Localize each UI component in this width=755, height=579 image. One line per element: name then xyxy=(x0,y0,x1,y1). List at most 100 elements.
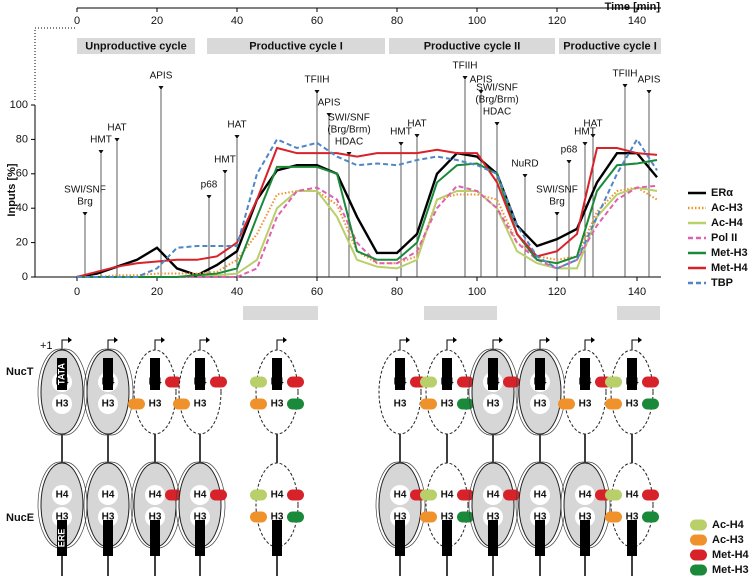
x-axis-label: Time [min] xyxy=(605,1,661,13)
histone-label: H3 xyxy=(534,512,547,523)
annotation-label: APIS xyxy=(318,98,341,109)
tss-head xyxy=(546,337,550,343)
tss-head xyxy=(638,337,642,343)
annotation-tip xyxy=(82,212,88,216)
phase-bar xyxy=(559,38,661,54)
histone-mark xyxy=(605,398,622,410)
histone-label: H3 xyxy=(102,399,115,410)
series-line xyxy=(77,137,658,278)
histone xyxy=(390,394,410,414)
tata-box xyxy=(395,358,405,390)
histone-mark xyxy=(173,398,190,410)
histone-label: H4 xyxy=(487,490,500,501)
annotation-label: SWI/SNF xyxy=(64,185,106,196)
annotation-tip xyxy=(566,160,572,164)
ere-box xyxy=(627,520,637,556)
tata-box xyxy=(627,358,637,390)
histone-label: H3 xyxy=(271,512,284,523)
annotation-tip xyxy=(346,152,352,156)
histone xyxy=(437,394,457,414)
ere-box xyxy=(442,520,452,556)
histone-mark xyxy=(287,511,304,523)
phase-bar xyxy=(389,38,555,54)
histone-mark xyxy=(605,489,622,501)
tss-head xyxy=(283,337,287,343)
annotation-label: HMT xyxy=(90,135,112,146)
annotation-label: (Brg/Brm) xyxy=(327,125,370,136)
top-tick-label: 60 xyxy=(311,15,323,27)
histone-label: H3 xyxy=(579,399,592,410)
phase-label: Productive cycle I xyxy=(249,40,343,52)
annotation-label: HAT xyxy=(583,119,602,130)
histone xyxy=(52,394,72,414)
histone-mark xyxy=(420,489,437,501)
gray-band xyxy=(424,306,497,320)
histone-label: H3 xyxy=(441,399,454,410)
x-tick-label: 60 xyxy=(311,286,323,298)
phase-label: Productive cycle II xyxy=(424,40,521,52)
histone-mark xyxy=(250,511,267,523)
mark-legend-label: Ac-H4 xyxy=(712,519,745,531)
annotation-label: HAT xyxy=(407,119,426,130)
ere-box xyxy=(195,520,205,556)
annotation-tip xyxy=(582,142,588,146)
histone-label: H3 xyxy=(534,399,547,410)
y-tick-label: 80 xyxy=(16,133,28,145)
ere-box xyxy=(150,520,160,556)
annotation-tip xyxy=(478,90,484,94)
histone-mark xyxy=(457,398,474,410)
nuc-t-label: NucT xyxy=(6,366,34,378)
tss-head xyxy=(161,337,165,343)
tss-head xyxy=(68,337,72,343)
tata-label: TATA xyxy=(56,363,66,385)
histone xyxy=(267,485,287,505)
mark-legend-swatch xyxy=(690,549,707,561)
histone-label: H4 xyxy=(102,490,115,501)
tata-box xyxy=(580,358,590,390)
x-tick-label: 20 xyxy=(151,286,163,298)
y-axis-label: Inputs [%] xyxy=(6,163,18,216)
histone-mark xyxy=(420,376,437,388)
annotation-tip xyxy=(114,138,120,142)
histone-mark xyxy=(642,511,659,523)
histone-label: H3 xyxy=(487,512,500,523)
annotation-label: TFIIH xyxy=(453,61,478,72)
tss-head xyxy=(591,337,595,343)
histone xyxy=(145,394,165,414)
annotation-label: Brg xyxy=(77,197,93,208)
top-tick-label: 20 xyxy=(151,15,163,27)
phase-label: Unproductive cycle xyxy=(85,40,186,52)
histone-label: H4 xyxy=(271,490,284,501)
histone-mark xyxy=(165,376,182,388)
annotation-label: TFIIH xyxy=(305,75,330,86)
annotation-tip xyxy=(314,90,320,94)
annotation-label: HAT xyxy=(107,123,126,134)
start-site: +1 xyxy=(40,340,53,352)
annotation-label: APIS xyxy=(470,75,493,86)
x-tick-label: 100 xyxy=(468,286,486,298)
histone-label: H4 xyxy=(394,490,407,501)
phase-label: Productive cycle I xyxy=(563,40,657,52)
annotation-label: SWI/SNF xyxy=(476,83,518,94)
histone-label: H4 xyxy=(579,490,592,501)
legend-label: Ac-H3 xyxy=(711,202,743,214)
histone-mark xyxy=(558,398,575,410)
annotation-tip xyxy=(234,135,240,139)
series-line xyxy=(76,151,658,279)
histone-mark xyxy=(128,398,145,410)
histone-label: H4 xyxy=(626,490,639,501)
annotation-label: HMT xyxy=(390,127,412,138)
histone-label: H3 xyxy=(149,512,162,523)
tss-head xyxy=(453,337,457,343)
ere-box xyxy=(272,520,282,556)
top-tick-label: 0 xyxy=(74,15,80,27)
histone-label: H3 xyxy=(394,399,407,410)
tata-box xyxy=(103,358,113,390)
histone xyxy=(530,394,550,414)
axis-lead xyxy=(34,27,77,100)
top-tick-label: 120 xyxy=(548,15,566,27)
histone xyxy=(145,485,165,505)
ere-box xyxy=(580,520,590,556)
histone-mark xyxy=(420,511,437,523)
